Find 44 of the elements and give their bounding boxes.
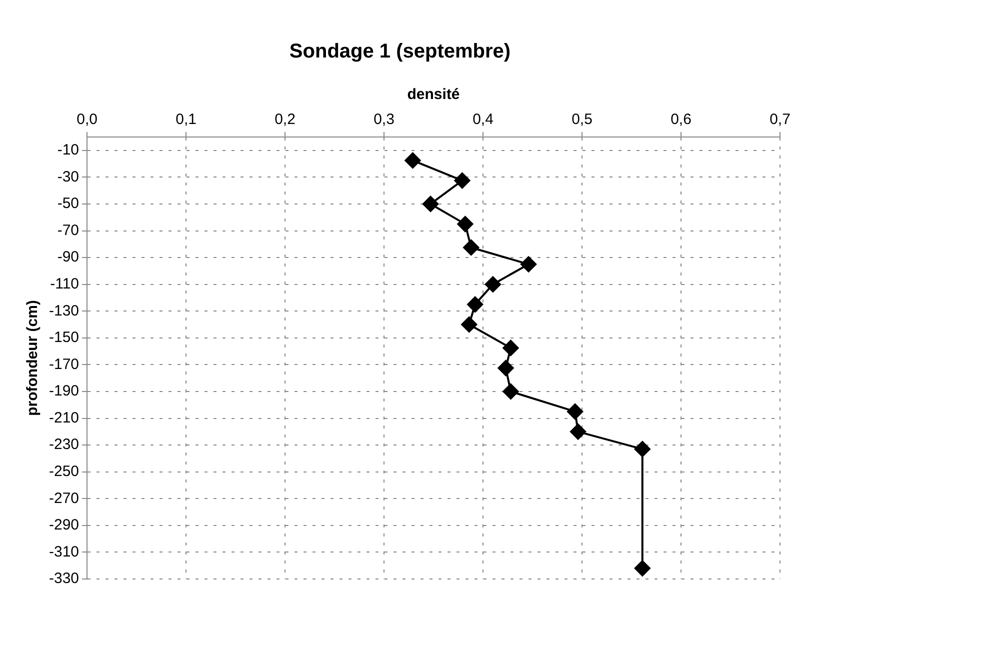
y-tick-label: -270	[48, 490, 80, 507]
point	[484, 276, 501, 292]
y-tick-label: -290	[48, 516, 80, 534]
y-tick-label: -50	[57, 195, 80, 212]
point	[520, 256, 537, 272]
point	[404, 152, 421, 168]
y-tick-label: -310	[48, 543, 80, 560]
chart-title: Sondage 1 (septembre)	[289, 40, 511, 63]
y-tick-label: -210	[48, 409, 80, 426]
x-tick-label: 0,5	[572, 111, 592, 128]
y-tick-label: -190	[48, 382, 80, 400]
x-tick-label: 0,6	[670, 111, 692, 128]
x-tick-label: 0,1	[176, 111, 196, 128]
y-tick-label: -90	[57, 248, 80, 266]
x-tick-label: 0,2	[274, 111, 296, 128]
x-tick-label: 0,7	[770, 111, 790, 128]
y-tick-label: -130	[48, 302, 80, 320]
x-tick-label: 0,4	[472, 111, 494, 128]
point	[457, 216, 474, 232]
y-tick-label: -330	[48, 570, 80, 588]
point	[567, 404, 584, 420]
x-tick-label: 0,3	[374, 111, 394, 128]
y-tick-label: -250	[48, 462, 80, 480]
y-tick-label: -70	[57, 222, 80, 239]
x-tick-label: 0,0	[76, 111, 98, 128]
point	[454, 172, 470, 189]
point	[467, 296, 484, 312]
y-tick-label: -110	[50, 275, 80, 292]
y-tick-label: -10	[57, 142, 80, 159]
point	[498, 360, 514, 376]
point	[634, 441, 650, 458]
y-tick-label: -30	[57, 168, 80, 186]
point	[570, 424, 586, 440]
point	[634, 560, 650, 576]
y-tick-label: -170	[48, 356, 80, 373]
y-axis-title: profondeur (cm)	[24, 300, 42, 416]
point	[422, 196, 439, 212]
point	[502, 383, 519, 400]
y-tick-label: -230	[48, 436, 80, 454]
point	[461, 316, 478, 333]
y-tick-label: -150	[48, 329, 80, 346]
x-axis-title: densité	[407, 86, 460, 104]
point	[502, 340, 519, 356]
point	[463, 240, 480, 256]
